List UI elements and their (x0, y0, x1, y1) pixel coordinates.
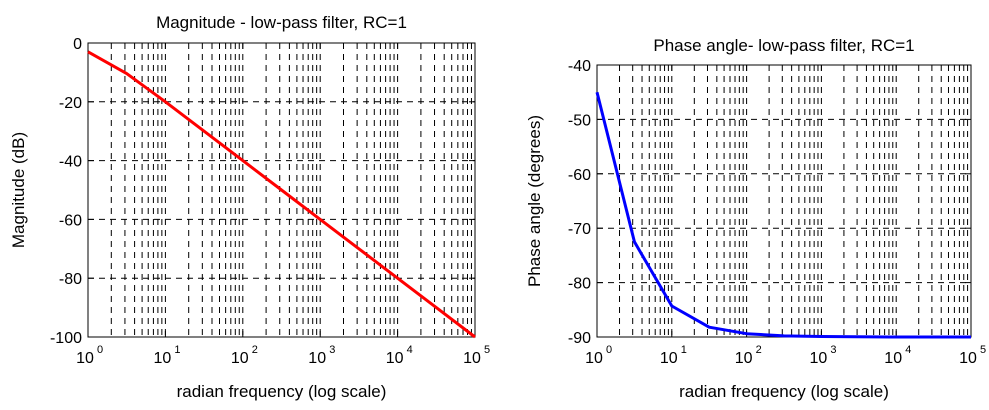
y-tick-label: -100 (50, 330, 82, 347)
x-tick-label: 10 (660, 350, 678, 367)
x-axis-label: radian frequency (log scale) (679, 382, 889, 401)
x-tick-exponent: 5 (484, 344, 490, 356)
x-tick-label: 10 (154, 350, 172, 367)
x-tick-label: 10 (735, 350, 753, 367)
y-tick-label: -80 (568, 276, 591, 293)
x-tick-exponent: 0 (606, 344, 612, 356)
chart-title: Phase angle- low-pass filter, RC=1 (653, 36, 914, 55)
x-tick-label: 10 (463, 350, 481, 367)
y-tick-label: -60 (568, 167, 591, 184)
y-tick-label: 0 (73, 36, 82, 53)
x-tick-label: 10 (884, 350, 902, 367)
x-tick-label: 10 (585, 350, 603, 367)
y-tick-label: -40 (568, 58, 591, 75)
x-tick-label: 10 (76, 350, 94, 367)
x-tick-exponent: 1 (681, 344, 687, 356)
y-tick-label: -60 (59, 212, 82, 229)
x-tick-label: 10 (810, 350, 828, 367)
y-axis-label: Phase angle (degrees) (525, 115, 544, 287)
x-tick-label: 10 (386, 350, 404, 367)
y-tick-label: -50 (568, 112, 591, 129)
x-axis-label: radian frequency (log scale) (177, 382, 387, 401)
y-tick-label: -90 (568, 330, 591, 347)
series-line (595, 91, 971, 339)
x-tick-exponent: 2 (756, 344, 762, 356)
chart-title: Magnitude - low-pass filter, RC=1 (156, 13, 407, 32)
x-tick-exponent: 3 (329, 344, 335, 356)
axes-frame (87, 42, 476, 338)
series-line (87, 50, 476, 339)
x-tick-exponent: 4 (905, 344, 911, 356)
x-tick-label: 10 (308, 350, 326, 367)
y-tick-label: -80 (59, 271, 82, 288)
x-tick-label: 10 (231, 350, 249, 367)
x-tick-exponent: 5 (980, 344, 986, 356)
y-tick-label: -20 (59, 95, 82, 112)
x-tick-exponent: 2 (252, 344, 258, 356)
x-tick-exponent: 0 (97, 344, 103, 356)
x-tick-label: 10 (959, 350, 977, 367)
plot-area (597, 65, 971, 337)
y-tick-label: -40 (59, 154, 82, 171)
x-tick-exponent: 3 (830, 344, 836, 356)
y-axis-label: Magnitude (dB) (9, 132, 28, 248)
x-tick-exponent: 4 (407, 344, 413, 356)
y-tick-label: -70 (568, 221, 591, 238)
x-tick-exponent: 1 (174, 344, 180, 356)
